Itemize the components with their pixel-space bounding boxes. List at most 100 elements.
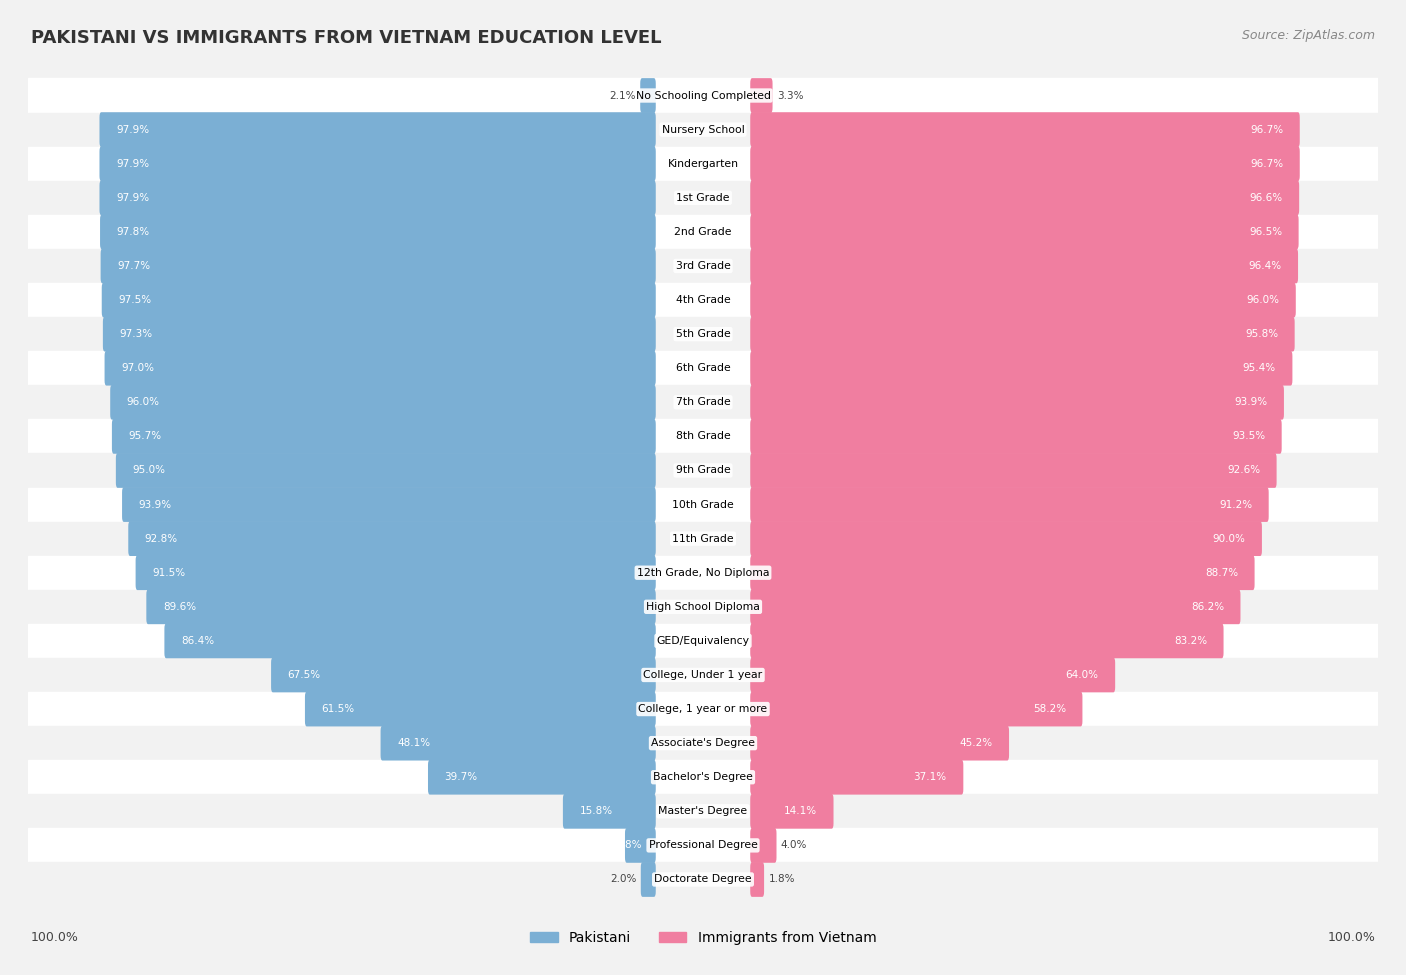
Text: 97.9%: 97.9% <box>117 159 149 169</box>
Text: 95.0%: 95.0% <box>132 465 166 476</box>
Bar <box>28 385 1378 419</box>
Text: No Schooling Completed: No Schooling Completed <box>636 91 770 100</box>
Text: Master's Degree: Master's Degree <box>658 806 748 816</box>
Text: GED/Equivalency: GED/Equivalency <box>657 636 749 645</box>
Text: 9th Grade: 9th Grade <box>676 465 730 476</box>
Text: 1.8%: 1.8% <box>768 875 794 884</box>
Text: Kindergarten: Kindergarten <box>668 159 738 169</box>
Text: 4th Grade: 4th Grade <box>676 295 730 305</box>
FancyBboxPatch shape <box>165 623 655 658</box>
Bar <box>28 556 1378 590</box>
Bar <box>28 522 1378 556</box>
Legend: Pakistani, Immigrants from Vietnam: Pakistani, Immigrants from Vietnam <box>524 925 882 951</box>
Text: 14.1%: 14.1% <box>783 806 817 816</box>
Text: 89.6%: 89.6% <box>163 602 195 611</box>
Text: 97.9%: 97.9% <box>117 193 149 203</box>
Text: 39.7%: 39.7% <box>444 772 478 782</box>
Text: 61.5%: 61.5% <box>322 704 354 714</box>
FancyBboxPatch shape <box>640 78 655 113</box>
Bar <box>28 180 1378 214</box>
Bar <box>28 283 1378 317</box>
Text: 67.5%: 67.5% <box>288 670 321 680</box>
FancyBboxPatch shape <box>122 488 655 522</box>
Text: 91.5%: 91.5% <box>152 567 186 578</box>
FancyBboxPatch shape <box>751 657 1115 692</box>
Bar <box>28 760 1378 795</box>
FancyBboxPatch shape <box>751 317 1295 352</box>
FancyBboxPatch shape <box>751 385 1284 419</box>
Text: 100.0%: 100.0% <box>31 931 79 944</box>
FancyBboxPatch shape <box>751 180 1299 215</box>
FancyBboxPatch shape <box>751 78 772 113</box>
Text: 97.8%: 97.8% <box>117 227 150 237</box>
FancyBboxPatch shape <box>100 180 655 215</box>
FancyBboxPatch shape <box>641 862 655 897</box>
Text: 64.0%: 64.0% <box>1066 670 1098 680</box>
Text: Source: ZipAtlas.com: Source: ZipAtlas.com <box>1241 29 1375 42</box>
Text: 93.5%: 93.5% <box>1232 431 1265 442</box>
Bar <box>28 624 1378 658</box>
Text: 96.5%: 96.5% <box>1249 227 1282 237</box>
Text: 92.6%: 92.6% <box>1227 465 1260 476</box>
FancyBboxPatch shape <box>751 214 1299 250</box>
Text: 96.0%: 96.0% <box>127 397 160 408</box>
Bar <box>28 453 1378 488</box>
FancyBboxPatch shape <box>751 725 1010 760</box>
Bar <box>28 488 1378 522</box>
FancyBboxPatch shape <box>100 112 655 147</box>
Text: Professional Degree: Professional Degree <box>648 840 758 850</box>
Text: 4.0%: 4.0% <box>780 840 807 850</box>
Bar <box>28 795 1378 829</box>
Bar <box>28 692 1378 726</box>
FancyBboxPatch shape <box>381 725 655 760</box>
Bar <box>28 351 1378 385</box>
Text: 45.2%: 45.2% <box>959 738 993 748</box>
FancyBboxPatch shape <box>751 862 763 897</box>
Text: 95.7%: 95.7% <box>128 431 162 442</box>
FancyBboxPatch shape <box>101 249 655 284</box>
FancyBboxPatch shape <box>427 760 655 795</box>
FancyBboxPatch shape <box>751 623 1223 658</box>
Bar <box>28 726 1378 760</box>
Text: 1st Grade: 1st Grade <box>676 193 730 203</box>
FancyBboxPatch shape <box>751 112 1299 147</box>
Text: 95.8%: 95.8% <box>1244 330 1278 339</box>
FancyBboxPatch shape <box>562 794 655 829</box>
Text: Bachelor's Degree: Bachelor's Degree <box>652 772 754 782</box>
Bar <box>28 249 1378 283</box>
FancyBboxPatch shape <box>100 214 655 250</box>
Text: College, 1 year or more: College, 1 year or more <box>638 704 768 714</box>
FancyBboxPatch shape <box>751 488 1268 522</box>
Text: High School Diploma: High School Diploma <box>647 602 759 611</box>
Text: 97.7%: 97.7% <box>117 261 150 271</box>
Text: 86.2%: 86.2% <box>1191 602 1223 611</box>
Text: 12th Grade, No Diploma: 12th Grade, No Diploma <box>637 567 769 578</box>
Text: 48.1%: 48.1% <box>396 738 430 748</box>
FancyBboxPatch shape <box>751 249 1298 284</box>
FancyBboxPatch shape <box>271 657 655 692</box>
Text: PAKISTANI VS IMMIGRANTS FROM VIETNAM EDUCATION LEVEL: PAKISTANI VS IMMIGRANTS FROM VIETNAM EDU… <box>31 29 661 47</box>
Text: 2.1%: 2.1% <box>609 91 636 100</box>
Text: 100.0%: 100.0% <box>1327 931 1375 944</box>
Text: 37.1%: 37.1% <box>914 772 946 782</box>
FancyBboxPatch shape <box>104 351 655 385</box>
FancyBboxPatch shape <box>751 556 1254 590</box>
Text: 97.5%: 97.5% <box>118 295 152 305</box>
Text: 90.0%: 90.0% <box>1212 533 1246 544</box>
Text: 96.4%: 96.4% <box>1249 261 1281 271</box>
FancyBboxPatch shape <box>100 146 655 181</box>
Text: Associate's Degree: Associate's Degree <box>651 738 755 748</box>
Text: 96.7%: 96.7% <box>1250 159 1284 169</box>
Bar <box>28 78 1378 112</box>
Bar <box>28 829 1378 863</box>
Text: 93.9%: 93.9% <box>1234 397 1267 408</box>
Bar <box>28 590 1378 624</box>
Bar <box>28 112 1378 146</box>
Text: Nursery School: Nursery School <box>662 125 744 135</box>
FancyBboxPatch shape <box>751 760 963 795</box>
Text: 96.7%: 96.7% <box>1250 125 1284 135</box>
FancyBboxPatch shape <box>146 590 655 624</box>
Bar <box>28 214 1378 249</box>
FancyBboxPatch shape <box>751 283 1296 318</box>
Text: 97.0%: 97.0% <box>121 364 155 373</box>
